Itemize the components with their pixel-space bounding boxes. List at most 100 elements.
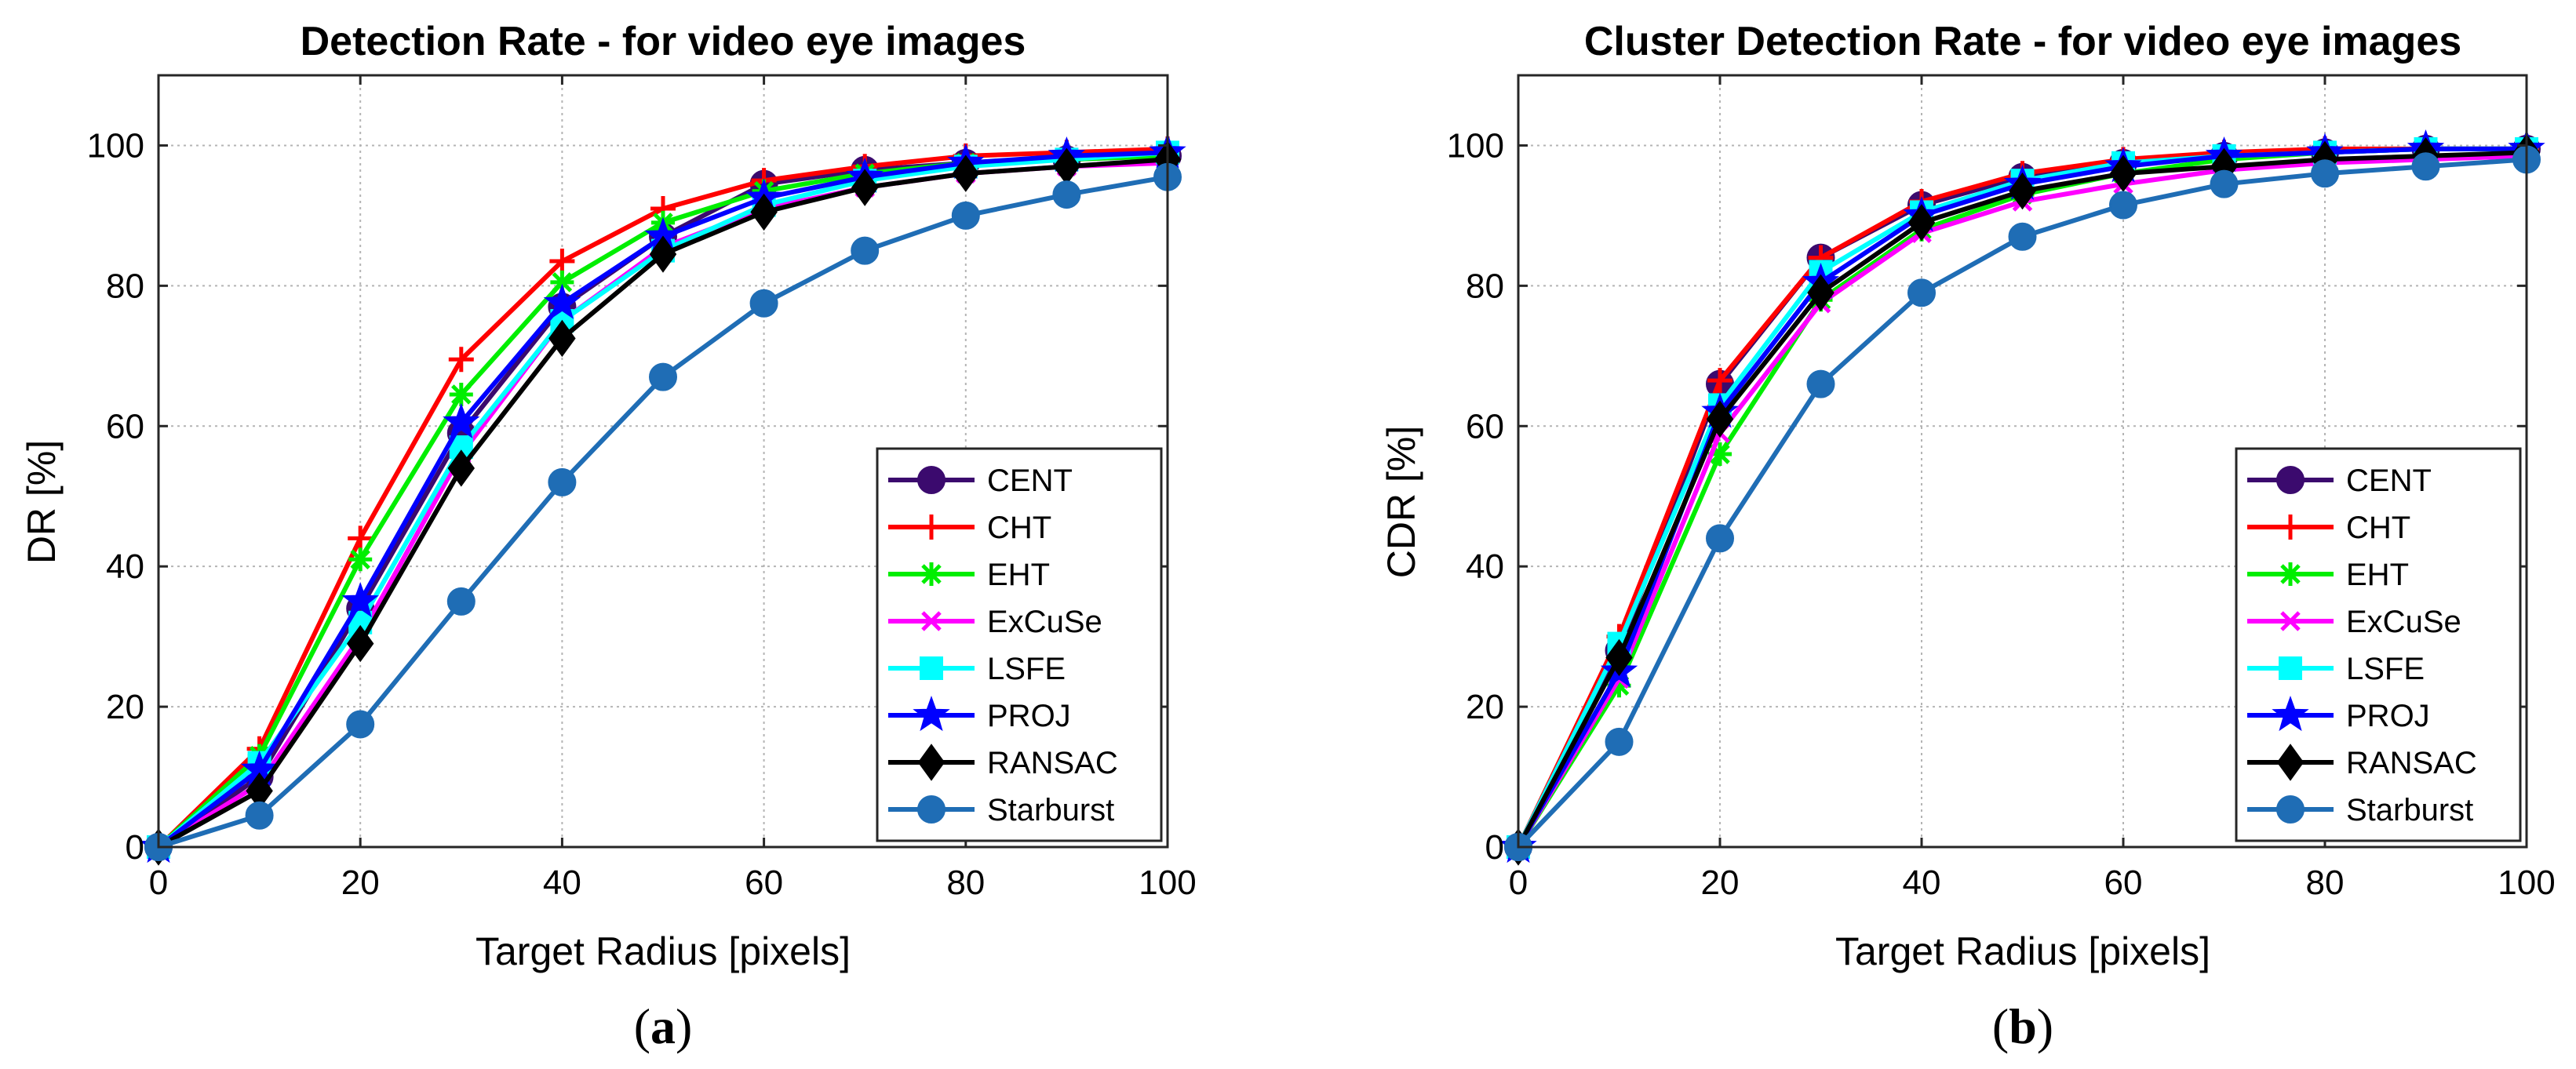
legend-marker: [2279, 656, 2302, 680]
legend-label: Starburst: [2346, 793, 2473, 827]
data-point: [346, 710, 375, 739]
data-point: [2411, 152, 2440, 181]
y-tick-label: 80: [106, 267, 144, 305]
x-tick-label: 20: [1701, 864, 1740, 902]
legend-marker: [921, 611, 942, 631]
grid: [1518, 75, 2527, 847]
panel-label: (a): [634, 998, 693, 1054]
ticks: 0 20 40 60 80 100 0 20 40 60 80 100: [87, 75, 1197, 902]
legend-label: RANSAC: [2346, 746, 2477, 780]
axes-box: [1517, 74, 2528, 849]
data-point: [341, 581, 379, 618]
data-point: [346, 624, 374, 663]
x-tick-label: 0: [1509, 864, 1528, 902]
legend-marker: [2272, 696, 2309, 732]
x-axis-label: Target Radius [pixels]: [475, 929, 851, 973]
data-point: [449, 383, 473, 407]
panel-letter: b: [2009, 998, 2037, 1054]
data-point: [1907, 278, 1936, 307]
data-point: [549, 249, 575, 275]
legend-item: RANSAC: [888, 744, 1118, 781]
data-point: [1605, 727, 1634, 756]
series-ransac: [144, 140, 1182, 866]
x-tick-label: 100: [2498, 864, 2555, 902]
data-point: [749, 289, 778, 318]
legend-label: ExCuSe: [987, 605, 1102, 639]
legend-label: LSFE: [2346, 652, 2425, 686]
data-point: [2210, 169, 2239, 198]
x-tick-label: 40: [1903, 864, 1941, 902]
legend-marker: [917, 466, 946, 494]
legend-label: RANSAC: [987, 746, 1118, 780]
legend-marker: [920, 656, 943, 680]
legend-item: PROJ: [888, 696, 1071, 733]
data-point: [1807, 274, 1835, 312]
data-point: [550, 270, 574, 294]
y-tick-label: 40: [1466, 547, 1504, 586]
legend-item: ExCuSe: [2247, 605, 2461, 639]
legend-item: ExCuSe: [888, 605, 1102, 639]
x-tick-label: 80: [946, 864, 985, 902]
x-tick-label: 20: [341, 864, 380, 902]
y-tick-label: 100: [87, 126, 144, 165]
legend-label: CHT: [2346, 511, 2410, 545]
x-tick-label: 0: [149, 864, 168, 902]
y-axis-label: DR [%]: [20, 440, 64, 564]
legend-label: PROJ: [2346, 699, 2430, 733]
legend-label: LSFE: [987, 652, 1066, 686]
data-point: [1707, 368, 1733, 394]
x-tick-label: 80: [2306, 864, 2345, 902]
x-tick-label: 100: [1139, 864, 1196, 902]
data-point: [446, 587, 475, 616]
panel-letter: a: [650, 998, 676, 1054]
legend-item: EHT: [2247, 558, 2409, 592]
legend-item: LSFE: [2247, 652, 2425, 686]
data-point: [1708, 442, 1732, 467]
data-point: [348, 525, 373, 551]
legend-item: Starburst: [888, 793, 1114, 827]
data-point: [2109, 155, 2137, 192]
y-tick-label: 0: [1485, 828, 1504, 867]
chart-panel-b: Cluster Detection Rate - for video eye i…: [1379, 19, 2556, 1054]
chart-title: Cluster Detection Rate - for video eye i…: [1584, 19, 2461, 64]
data-point: [245, 801, 274, 830]
data-point: [1605, 638, 1633, 677]
y-tick-label: 80: [1466, 267, 1504, 305]
y-tick-label: 60: [106, 407, 144, 445]
data-point: [1052, 180, 1081, 209]
plot-area: 0 20 40 60 80 100 0 20 40 60 80 100 CENT CHT EHT ExCuSe…: [1447, 74, 2556, 902]
x-tick-label: 40: [543, 864, 581, 902]
data-point: [443, 402, 480, 438]
data-point: [1706, 400, 1734, 438]
legend-item: CHT: [2247, 511, 2410, 545]
legend-marker: [917, 744, 946, 781]
legend-marker: [2280, 611, 2301, 631]
legend-item: LSFE: [888, 652, 1066, 686]
legend-marker: [920, 562, 943, 586]
legend: CENT CHT EHT ExCuSe LSFE PROJ RANSAC Starburst: [876, 447, 1163, 842]
data-point: [1607, 674, 1631, 698]
data-point: [952, 155, 980, 192]
panel-label: (b): [1992, 998, 2053, 1054]
data-point: [1706, 524, 1734, 553]
data-point: [2009, 172, 2036, 210]
ticks: 0 20 40 60 80 100 0 20 40 60 80 100: [1447, 75, 2556, 902]
y-tick-label: 20: [106, 688, 144, 726]
chart-title: Detection Rate - for video eye images: [301, 19, 1026, 64]
legend-label: CENT: [2346, 464, 2432, 498]
legend-marker: [913, 696, 950, 732]
y-tick-label: 0: [126, 828, 144, 867]
data-point: [1806, 369, 1835, 398]
legend-marker: [2276, 744, 2305, 781]
legend-marker: [2276, 795, 2305, 824]
data-point: [348, 547, 373, 572]
y-tick-label: 100: [1447, 126, 1504, 165]
chart-panel-a: Detection Rate - for video eye images Ta…: [20, 19, 1197, 1054]
data-point: [548, 467, 577, 496]
data-point: [1907, 204, 1936, 242]
data-point: [851, 169, 879, 206]
legend-item: EHT: [888, 558, 1050, 592]
legend-marker: [2278, 515, 2303, 540]
x-tick-label: 60: [745, 864, 783, 902]
legend-marker: [917, 795, 946, 824]
